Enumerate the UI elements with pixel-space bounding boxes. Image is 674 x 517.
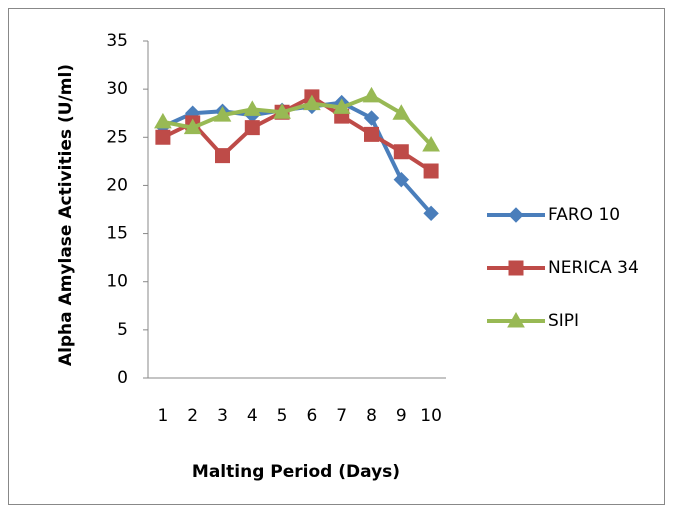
data-point [423, 205, 439, 222]
data-point [244, 120, 260, 136]
y-tick-label: 25 [106, 127, 128, 147]
data-point [213, 106, 232, 122]
data-point [273, 103, 291, 119]
data-point [243, 100, 262, 116]
y-tick-label: 0 [117, 368, 128, 388]
data-point [393, 171, 410, 188]
x-tick-label: 4 [247, 406, 258, 426]
data-point [154, 112, 172, 129]
data-point [423, 163, 439, 179]
data-point [303, 94, 321, 111]
x-axis-label: Malting Period (Days) [192, 462, 400, 482]
x-tick-label: 9 [396, 406, 407, 426]
data-point [363, 110, 380, 126]
x-tick-label: 8 [366, 406, 377, 426]
y-tick-label: 35 [106, 31, 128, 51]
y-tick-label: 5 [117, 320, 128, 340]
legend-label: NERICA 34 [548, 258, 639, 278]
y-tick-label: 10 [106, 272, 128, 292]
data-point [155, 129, 171, 145]
x-tick-label: 2 [187, 406, 198, 426]
legend-marker [508, 260, 524, 276]
data-point [422, 135, 440, 152]
legend-label: SIPI [548, 311, 579, 331]
y-axis-label: Alpha Amylase Activities (U/ml) [56, 64, 76, 366]
legend-marker [508, 207, 524, 223]
x-tick-label: 7 [336, 406, 347, 426]
chart-border [8, 8, 665, 505]
data-point [364, 126, 379, 142]
y-tick-label: 20 [106, 175, 128, 195]
legend-label: FARO 10 [548, 205, 620, 225]
x-tick-label: 3 [217, 406, 228, 426]
x-tick-label: 6 [306, 406, 317, 426]
x-tick-label: 5 [277, 406, 288, 426]
data-point [362, 86, 381, 103]
series-line [162, 93, 433, 147]
x-tick-label: 1 [157, 406, 168, 426]
data-point [215, 148, 230, 164]
data-point [393, 144, 409, 160]
data-point [332, 98, 351, 114]
legend-marker [507, 311, 525, 328]
x-tick-label: 10 [420, 406, 442, 426]
data-point [392, 104, 411, 120]
data-point [183, 118, 202, 135]
y-tick-label: 15 [106, 224, 128, 244]
series-line [162, 94, 433, 173]
y-tick-label: 30 [106, 79, 128, 99]
